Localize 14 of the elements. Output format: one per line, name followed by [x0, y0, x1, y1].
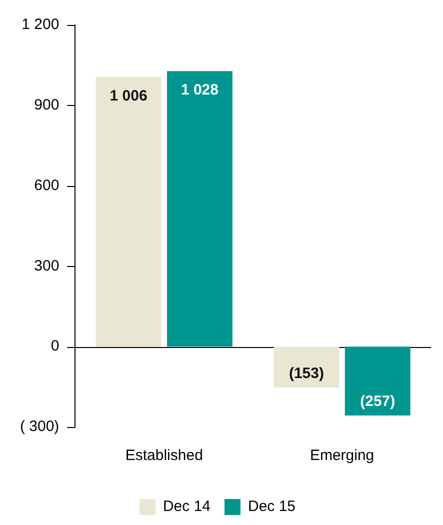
y-tick-label: ( 300) — [20, 418, 60, 436]
data-label: (153) — [288, 365, 324, 382]
data-label: (257) — [360, 393, 396, 410]
legend-label: Dec 15 — [248, 498, 296, 516]
y-tick-label: 300 — [34, 257, 60, 274]
x-tick-label: Emerging — [310, 447, 374, 464]
data-label: 1 006 — [110, 88, 148, 105]
data-label: 1 028 — [180, 82, 218, 99]
y-tick-label: 1 200 — [22, 16, 60, 34]
x-tick-label: Established — [125, 447, 203, 464]
y-tick-label: 0 — [50, 338, 60, 355]
legend-label: Dec 14 — [162, 498, 211, 516]
y-tick-label: 600 — [34, 176, 60, 194]
y-tick-label: 900 — [34, 96, 60, 114]
